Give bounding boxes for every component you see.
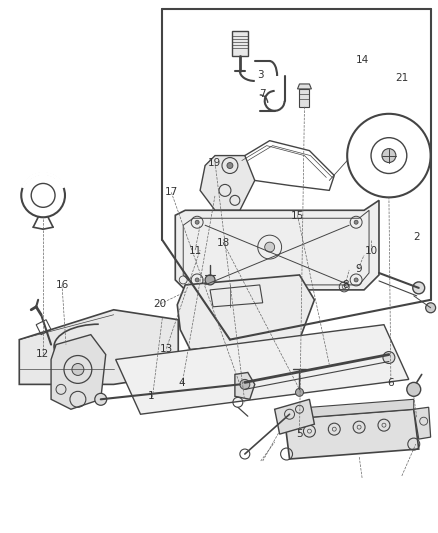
Text: 20: 20 — [154, 298, 167, 309]
Circle shape — [426, 303, 436, 313]
Circle shape — [383, 352, 395, 364]
Circle shape — [195, 278, 199, 282]
Text: 9: 9 — [355, 264, 362, 274]
Polygon shape — [200, 156, 255, 211]
Text: 15: 15 — [291, 211, 304, 221]
Circle shape — [354, 278, 358, 282]
Polygon shape — [275, 399, 314, 434]
Circle shape — [413, 282, 425, 294]
Text: 10: 10 — [365, 246, 378, 256]
Polygon shape — [297, 84, 311, 89]
Text: 5: 5 — [296, 429, 303, 439]
Circle shape — [382, 149, 396, 163]
Circle shape — [195, 220, 199, 224]
Polygon shape — [19, 310, 178, 384]
Text: 19: 19 — [208, 158, 221, 168]
Polygon shape — [300, 89, 309, 107]
Circle shape — [95, 393, 107, 405]
Polygon shape — [414, 407, 431, 439]
Polygon shape — [177, 275, 314, 350]
Text: 14: 14 — [356, 55, 369, 64]
Text: 11: 11 — [188, 246, 201, 256]
Polygon shape — [51, 335, 106, 409]
Text: 16: 16 — [56, 280, 69, 290]
Text: 4: 4 — [179, 378, 185, 388]
Text: 18: 18 — [217, 238, 230, 248]
Circle shape — [227, 163, 233, 168]
Circle shape — [354, 220, 358, 224]
Circle shape — [205, 275, 215, 285]
Polygon shape — [175, 200, 379, 290]
Text: 17: 17 — [165, 187, 178, 197]
Circle shape — [240, 379, 250, 389]
Circle shape — [296, 389, 304, 397]
Text: 7: 7 — [259, 89, 266, 99]
Circle shape — [72, 364, 84, 375]
Polygon shape — [232, 31, 248, 56]
Polygon shape — [285, 409, 419, 459]
Polygon shape — [116, 325, 409, 414]
Text: 1: 1 — [148, 391, 155, 401]
Text: 2: 2 — [414, 232, 420, 243]
Polygon shape — [285, 399, 414, 419]
Polygon shape — [235, 373, 255, 399]
Text: 6: 6 — [388, 378, 394, 388]
Text: 8: 8 — [342, 280, 349, 290]
Text: 12: 12 — [36, 349, 49, 359]
Circle shape — [265, 242, 275, 252]
Text: 21: 21 — [395, 73, 408, 83]
Text: 3: 3 — [257, 70, 264, 79]
Text: 13: 13 — [160, 344, 173, 354]
Circle shape — [407, 382, 421, 397]
